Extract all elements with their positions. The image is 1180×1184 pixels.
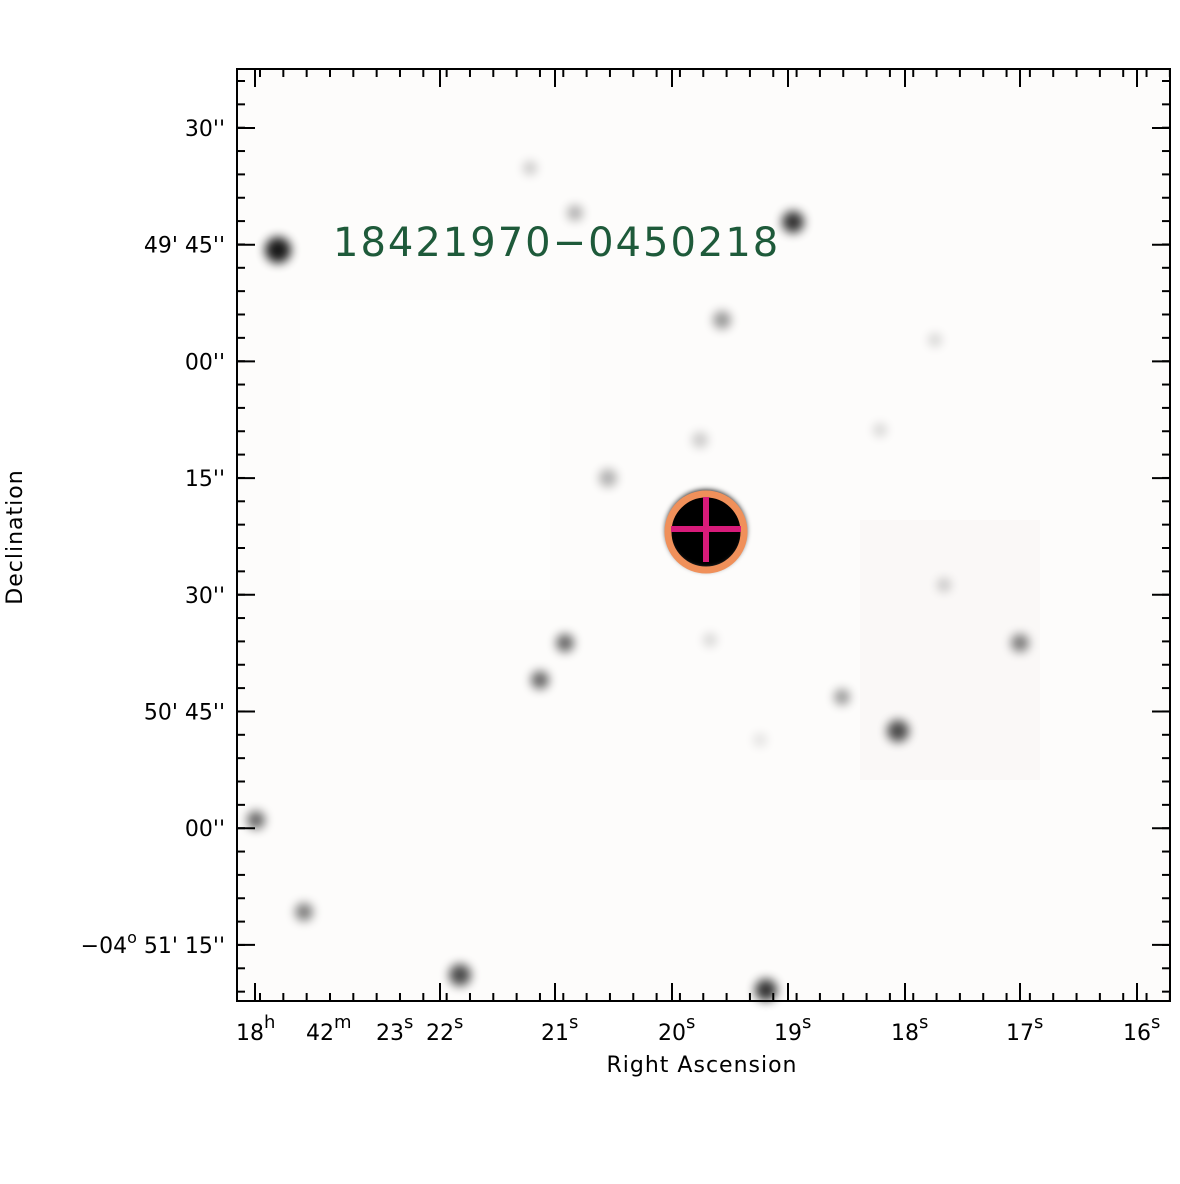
y-tick-label: 30'' <box>185 117 225 142</box>
star <box>1011 634 1029 652</box>
y-tick-label-part: 51' 15'' <box>137 934 225 959</box>
x-tick-label: 20s <box>658 1012 695 1046</box>
star <box>692 432 708 448</box>
y-axis-label: Declination <box>3 469 28 604</box>
star <box>703 633 717 647</box>
x-tick-label: 19s <box>774 1012 811 1046</box>
x-tick-label: 18s <box>891 1012 928 1046</box>
y-tick-label-part: −04 <box>81 934 127 959</box>
x-tick-label-part: 23 <box>376 1021 404 1046</box>
star <box>782 211 804 233</box>
x-tick-label-sup: s <box>1034 1012 1043 1033</box>
x-tick-label-sup: s <box>569 1012 578 1033</box>
object-label: 18421970−0450218 <box>333 220 780 266</box>
x-tick-label-sup: s <box>404 1012 413 1033</box>
stars <box>247 161 1029 1001</box>
star <box>531 671 549 689</box>
star <box>247 811 265 829</box>
star <box>713 311 731 329</box>
star <box>834 689 850 705</box>
star <box>265 237 291 263</box>
x-tick-label-part: 18 <box>236 1021 264 1046</box>
x-tick-label-part: 16 <box>1123 1021 1151 1046</box>
x-tick-label: 23s <box>376 1012 413 1046</box>
y-tick-label: −04o 51' 15'' <box>81 928 225 959</box>
image-tile <box>860 520 1040 780</box>
target-circle <box>664 490 748 574</box>
x-tick-label-sup: s <box>802 1012 811 1033</box>
x-tick-label: 42m <box>306 1012 352 1046</box>
star <box>937 578 951 592</box>
star <box>753 733 767 747</box>
y-tick-label: 00'' <box>185 350 225 375</box>
star <box>295 903 313 921</box>
star <box>873 423 887 437</box>
x-tick-label: 18h <box>236 1012 275 1046</box>
star <box>755 979 777 1001</box>
x-tick-label: 22s <box>426 1012 463 1046</box>
x-tick-label-part: 19 <box>774 1021 802 1046</box>
x-tick-label-sup: s <box>919 1012 928 1033</box>
image-tile <box>300 300 550 600</box>
y-tick-label: 00'' <box>185 817 225 842</box>
x-tick-label-sup: m <box>334 1012 352 1033</box>
star <box>449 964 471 986</box>
y-tick-label: 15'' <box>185 467 225 492</box>
x-axis-label: Right Ascension <box>607 1053 798 1078</box>
x-tick-label-part: 22 <box>426 1021 454 1046</box>
ticks: 30'' 49' 45'' 00'' 15'' 30'' 50' 45'' 00'' −04o… <box>81 69 1171 1046</box>
star <box>567 205 583 221</box>
x-tick-label-sup: s <box>686 1012 695 1033</box>
x-tick-label-part: 17 <box>1006 1021 1034 1046</box>
x-tick-label-sup: s <box>1151 1012 1160 1033</box>
x-tick-label-sup: s <box>454 1012 463 1033</box>
y-tick-label: 30'' <box>185 584 225 609</box>
star <box>556 634 574 652</box>
x-tick-label: 21s <box>541 1012 578 1046</box>
star <box>599 469 617 487</box>
x-tick-label-sup: h <box>264 1012 275 1033</box>
y-tick-label: 50' 45'' <box>144 701 225 726</box>
x-tick-label-part: 42 <box>306 1021 334 1046</box>
star <box>887 720 909 742</box>
x-tick-label-part: 20 <box>658 1021 686 1046</box>
y-tick-label: 49' 45'' <box>144 234 225 259</box>
star <box>928 333 942 347</box>
x-tick-label: 17s <box>1006 1012 1043 1046</box>
x-tick-label-part: 18 <box>891 1021 919 1046</box>
x-tick-label-part: 21 <box>541 1021 569 1046</box>
y-tick-label-sup: o <box>127 928 137 947</box>
x-tick-label: 16s <box>1123 1012 1160 1046</box>
star <box>523 161 537 175</box>
